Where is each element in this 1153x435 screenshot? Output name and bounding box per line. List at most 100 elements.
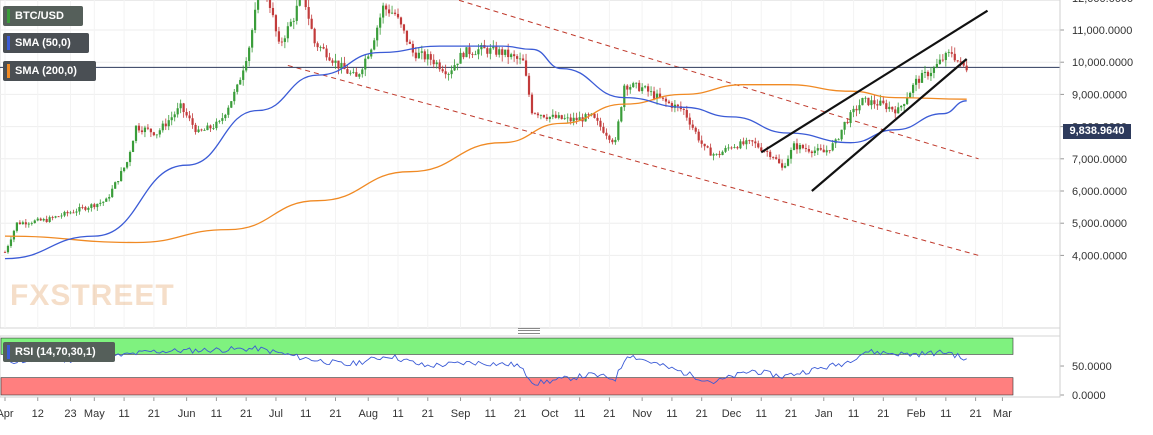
candle [239,77,242,85]
candle [295,0,298,25]
candle [724,145,727,154]
candle-body [322,47,325,49]
candle [789,147,793,164]
candle [578,111,581,121]
price-tick-label: 11,000.0000 [1072,25,1132,37]
candle [560,114,563,120]
candle [745,137,748,150]
x-tick-label: Mar [993,408,1012,420]
candle [593,112,596,119]
candle [84,205,87,212]
candle [384,3,388,16]
candle [33,219,36,224]
candle-body [843,121,846,130]
candle [277,26,281,45]
candle-body [423,51,426,60]
candle [638,80,641,92]
candle-body [277,31,281,42]
candle-body [340,63,343,69]
candle [355,67,358,77]
candle-body [596,117,599,121]
candle [947,49,950,57]
pane-resize-handle[interactable] [518,328,540,334]
candle-body [587,114,590,116]
candle [778,154,781,164]
candle-body [447,74,450,75]
candle-body [608,135,611,140]
candle [507,43,510,65]
candle [221,112,224,125]
candle-body [548,116,551,119]
candle-body [501,49,504,55]
candle [926,70,930,80]
candle [792,141,796,151]
candle-body [75,211,78,213]
x-tick-label: May [84,408,105,420]
candle [251,28,254,53]
candle-body [242,70,245,80]
candle [450,65,453,79]
candle-body [373,40,376,50]
candle-body [417,52,420,59]
candle [855,105,858,117]
candle [137,123,141,133]
candle [274,14,278,37]
candle-body [903,104,906,106]
price-tick-label: 9,000.0000 [1072,89,1127,101]
price-tick-label: 12,000.0000 [1072,0,1133,5]
candle-body [167,120,170,127]
candle [120,167,123,182]
candle [149,128,152,138]
candle [179,99,182,114]
candle-body [745,140,748,145]
candle-body [134,125,138,141]
candle-body [602,126,605,133]
candle [307,0,310,26]
candle-body [539,114,543,116]
candle-body [712,154,715,156]
candle-body [629,87,632,90]
candle [635,82,638,89]
candle [757,140,760,149]
candle [242,65,245,86]
candle [563,114,566,121]
candle-body [959,61,962,63]
candle-body [102,201,105,203]
candle-body [125,162,129,168]
candle [316,41,319,51]
candle [230,100,233,109]
legend-rsi[interactable]: RSI (14,70,30,1) [3,342,115,362]
candle [837,138,840,141]
candle [206,122,209,131]
candle-body [426,54,429,60]
candle-body [530,94,534,114]
legend-pair[interactable]: BTC/USD [3,6,83,26]
candle [688,113,691,130]
candle-body [185,112,188,116]
candle [965,59,968,73]
x-tick-label: Jul [269,408,283,420]
candle-body [120,171,123,182]
candle [367,53,370,60]
candle-body [337,60,340,69]
candle [200,128,203,132]
candle-body [164,123,167,127]
candle [81,204,84,210]
candle [441,65,444,73]
candle [60,213,63,219]
candle [807,145,810,154]
candle-body [742,141,745,145]
candle-body [828,150,831,152]
candle-body [155,134,158,136]
candle-body [825,150,828,153]
candle-body [364,58,367,70]
candle [602,122,605,134]
x-tick-label: Jan [815,408,833,420]
x-tick-label: 21 [877,408,889,420]
candle-body [617,121,620,140]
legend-sma200[interactable]: SMA (200,0) [3,61,96,81]
candle-body [772,157,775,158]
candle [364,54,367,77]
legend-sma50[interactable]: SMA (50,0) [3,33,89,53]
